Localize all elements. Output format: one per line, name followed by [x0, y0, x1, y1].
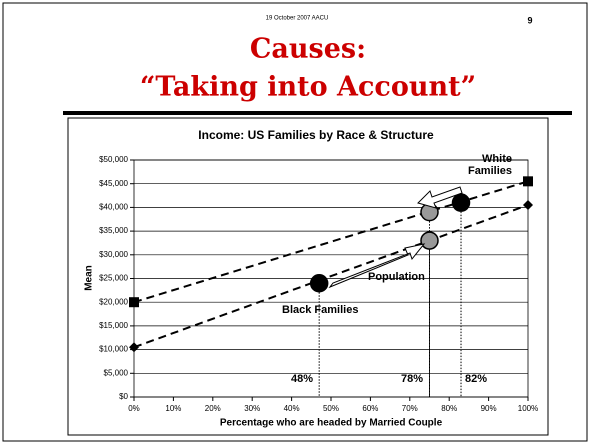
chart-frame	[67, 117, 549, 436]
y-tick-label: $50,000	[99, 155, 128, 164]
drop-label: 82%	[465, 373, 487, 385]
y-tick-label: $15,000	[99, 321, 128, 330]
y-tick-label: $5,000	[104, 368, 129, 377]
point	[451, 193, 471, 212]
drop-label: 78%	[401, 373, 423, 385]
x-tick-label: 20%	[205, 404, 221, 413]
x-tick-label: 70%	[402, 404, 418, 413]
y-tick-label: $25,000	[99, 274, 128, 283]
diamond-marker	[129, 342, 139, 353]
annotation: Population	[368, 271, 425, 283]
arrow	[328, 243, 426, 289]
slide-title: Causes:	[250, 34, 366, 65]
x-tick-label: 30%	[244, 404, 260, 413]
y-tick-label: $0	[119, 392, 128, 401]
y-tick-label: $20,000	[99, 297, 128, 306]
x-tick-label: 10%	[165, 404, 181, 413]
plot: $0 $5,000 $10,000 $15,000 $20,000 $25,000 $30,…	[99, 155, 538, 413]
point	[420, 231, 439, 250]
y-tick-label: $30,000	[99, 250, 128, 259]
y-tick-label: $40,000	[99, 203, 128, 212]
slide-number: 9	[527, 15, 532, 25]
x-axis-label: Percentage who are headed by Married Cou…	[220, 418, 443, 429]
x-tick-label: 100%	[518, 404, 538, 413]
square-marker	[129, 297, 139, 308]
y-tick-label: $45,000	[99, 179, 128, 188]
chart-title: Income: US Families by Race & Structure	[198, 128, 434, 142]
slide-title: “Taking into Account”	[140, 72, 476, 103]
y-tick-label: $10,000	[99, 345, 128, 354]
annotation: Black Families	[282, 304, 359, 316]
plot-area	[133, 159, 529, 398]
square-marker	[523, 176, 533, 187]
x-tick-label: 0%	[128, 404, 140, 413]
annotation: White Families	[467, 153, 512, 177]
arrow	[417, 186, 463, 209]
x-tick-label: 60%	[362, 404, 378, 413]
y-tick-label: $35,000	[99, 226, 128, 235]
x-tick-label: 40%	[284, 404, 300, 413]
slide-date: 19 October 2007 AACU	[266, 16, 329, 22]
y-axis-label: Mean	[84, 265, 95, 291]
point	[309, 273, 329, 293]
drop-label: 48%	[291, 373, 313, 385]
x-tick-label: 90%	[481, 404, 497, 413]
diamond-marker	[523, 200, 533, 211]
x-tick-label: 80%	[441, 404, 457, 413]
x-tick-label: 50%	[323, 404, 339, 413]
arrows	[328, 186, 463, 289]
trend-line	[133, 204, 529, 349]
